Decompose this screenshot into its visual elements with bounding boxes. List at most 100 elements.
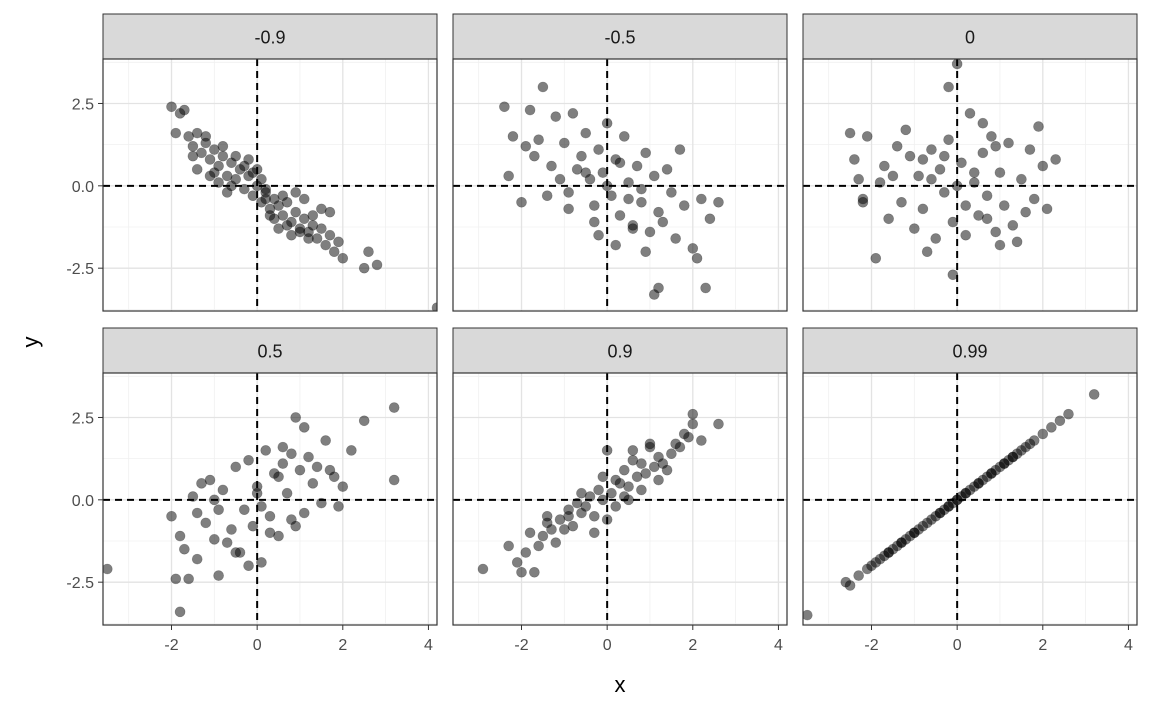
data-point bbox=[704, 213, 716, 225]
data-point bbox=[618, 131, 630, 142]
data-point bbox=[273, 471, 284, 483]
facet-strip bbox=[102, 13, 438, 60]
data-point bbox=[337, 481, 349, 492]
data-point bbox=[874, 177, 886, 188]
data-point bbox=[883, 547, 894, 558]
data-point bbox=[541, 190, 553, 202]
data-point bbox=[951, 494, 963, 506]
data-point bbox=[554, 173, 566, 185]
data-point bbox=[256, 557, 267, 568]
data-point bbox=[431, 302, 437, 311]
data-point bbox=[277, 458, 289, 469]
data-point bbox=[947, 269, 959, 281]
data-point bbox=[666, 187, 677, 198]
data-point bbox=[990, 140, 1001, 152]
data-point bbox=[900, 124, 912, 136]
data-point bbox=[857, 196, 869, 208]
panel-border bbox=[452, 58, 788, 312]
data-point bbox=[909, 223, 920, 234]
data-point bbox=[260, 193, 272, 205]
data-point bbox=[973, 478, 984, 489]
data-point bbox=[981, 213, 993, 225]
x-tick-label: 0 bbox=[253, 637, 262, 654]
data-point bbox=[981, 190, 993, 202]
data-point bbox=[614, 210, 626, 221]
data-point bbox=[388, 402, 400, 413]
data-point bbox=[687, 243, 699, 254]
data-point bbox=[926, 173, 937, 185]
data-point bbox=[230, 547, 242, 558]
data-point bbox=[213, 570, 224, 581]
panel-border bbox=[102, 58, 438, 312]
data-point bbox=[200, 137, 212, 149]
data-point bbox=[286, 448, 297, 460]
data-point bbox=[1037, 160, 1049, 172]
data-point bbox=[994, 239, 1006, 251]
data-point bbox=[191, 164, 203, 175]
data-point bbox=[187, 491, 199, 502]
data-point bbox=[333, 501, 344, 512]
data-point bbox=[640, 246, 651, 258]
data-point bbox=[589, 200, 600, 211]
facet-panel: 0.99 bbox=[802, 327, 1138, 626]
data-point bbox=[217, 140, 229, 152]
x-tick-label: -2 bbox=[864, 637, 878, 654]
facet-panel: 0.5 bbox=[102, 327, 438, 626]
data-point bbox=[977, 147, 989, 159]
data-point bbox=[103, 563, 113, 575]
data-point bbox=[960, 200, 972, 211]
data-point bbox=[870, 252, 882, 264]
facet-strip-label: 0 bbox=[965, 28, 975, 48]
facet-panels: -0.9 -0.5 0 0.5 0.9 0.99 bbox=[102, 13, 1138, 626]
data-point bbox=[277, 441, 289, 453]
data-point bbox=[346, 445, 357, 456]
data-point bbox=[913, 170, 924, 182]
data-point bbox=[883, 213, 894, 225]
data-point bbox=[290, 412, 301, 423]
data-point bbox=[247, 520, 259, 532]
data-point bbox=[589, 216, 600, 228]
data-point bbox=[221, 187, 233, 198]
data-point bbox=[593, 229, 604, 241]
data-point bbox=[251, 487, 263, 499]
data-point bbox=[700, 282, 711, 294]
data-point bbox=[303, 233, 314, 244]
data-point bbox=[563, 187, 574, 198]
data-point bbox=[230, 461, 242, 473]
data-point bbox=[546, 160, 557, 172]
data-point bbox=[546, 524, 557, 535]
data-point bbox=[636, 484, 647, 496]
y-tick-label: 2.5 bbox=[72, 410, 94, 427]
data-point bbox=[597, 494, 609, 506]
y-tick-label: -2.5 bbox=[66, 261, 94, 278]
x-tick-label: 2 bbox=[338, 637, 347, 654]
data-point bbox=[264, 210, 276, 221]
data-point bbox=[696, 193, 707, 205]
data-point bbox=[623, 193, 634, 205]
data-point bbox=[909, 527, 920, 539]
data-point bbox=[687, 408, 699, 420]
facet-panel: 0 bbox=[802, 13, 1138, 312]
data-point bbox=[243, 454, 254, 466]
data-point bbox=[968, 177, 980, 188]
data-point bbox=[1007, 451, 1019, 463]
data-point bbox=[217, 484, 229, 496]
data-point bbox=[879, 160, 890, 172]
data-point bbox=[363, 246, 374, 258]
data-point bbox=[533, 134, 544, 146]
data-point bbox=[986, 131, 997, 142]
data-point bbox=[209, 494, 220, 506]
data-point bbox=[204, 154, 216, 165]
data-point bbox=[567, 520, 579, 532]
panel-border bbox=[802, 58, 1138, 312]
data-point bbox=[1037, 428, 1049, 440]
data-point bbox=[803, 609, 813, 621]
data-point bbox=[516, 566, 527, 578]
data-point bbox=[541, 510, 553, 522]
data-point bbox=[713, 196, 724, 208]
x-tick-label: -2 bbox=[514, 637, 528, 654]
data-point bbox=[213, 177, 224, 188]
data-point bbox=[294, 464, 306, 476]
data-point bbox=[567, 108, 579, 119]
data-point bbox=[943, 134, 954, 146]
